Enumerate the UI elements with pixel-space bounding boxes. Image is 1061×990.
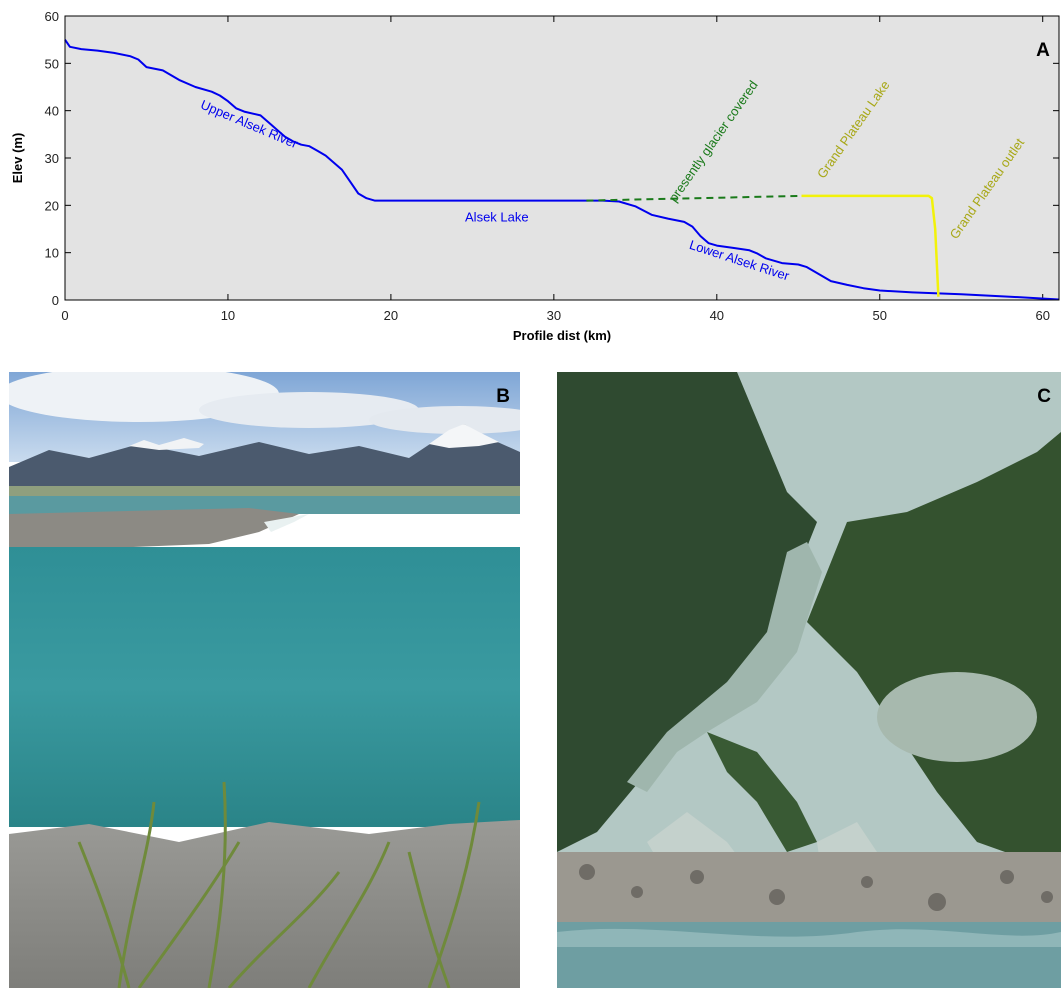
plot-frame (64, 15, 1060, 301)
axis-ticks: 0 10 20 30 40 50 60 0 10 20 30 40 50 60 (45, 9, 1059, 323)
plot-area (65, 16, 1059, 300)
x-tick-label: 0 (61, 308, 68, 323)
panel-label-b: B (496, 386, 510, 407)
y-tick-label: 30 (45, 151, 59, 166)
photo-b-river-scene: B (9, 372, 520, 988)
x-axis-title: Profile dist (km) (513, 328, 611, 343)
x-tick-label: 30 (547, 308, 561, 323)
y-tick-label: 40 (45, 104, 59, 119)
x-tick-label: 60 (1035, 308, 1049, 323)
y-tick-label: 50 (45, 56, 59, 71)
y-tick-label: 20 (45, 198, 59, 213)
y-axis-title: Elev (m) (10, 133, 25, 184)
x-tick-label: 50 (873, 308, 887, 323)
series-line-1 (64, 39, 1060, 301)
panel-label-c: C (1037, 386, 1051, 407)
photo-c-forest-outlet: C (557, 372, 1061, 988)
series-lines (64, 39, 1060, 301)
series-line-3 (801, 194, 940, 297)
y-tick-label: 10 (45, 246, 59, 261)
annotation-label: Alsek Lake (465, 209, 529, 224)
x-tick-label: 40 (710, 308, 724, 323)
x-tick-label: 20 (384, 308, 398, 323)
y-tick-label: 60 (45, 9, 59, 24)
y-tick-label: 0 (52, 293, 59, 308)
x-tick-label: 10 (221, 308, 235, 323)
panel-label-a: A (1036, 40, 1050, 61)
